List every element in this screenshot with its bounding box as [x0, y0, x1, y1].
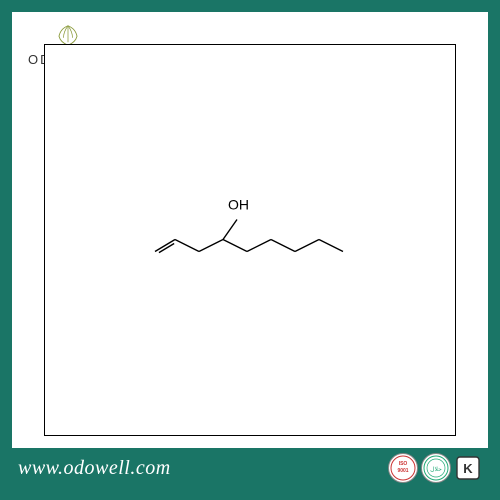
svg-text:9001: 9001	[397, 468, 408, 474]
iso-badge: ISO9001	[388, 453, 418, 483]
content-frame: OH	[44, 44, 456, 436]
svg-text:K: K	[463, 461, 473, 476]
website-url[interactable]: www.odowell.com	[18, 457, 171, 480]
hydroxyl-label: OH	[228, 197, 249, 213]
kosher-badge: K	[454, 454, 482, 482]
chemical-structure: OH	[150, 213, 350, 268]
svg-text:حلال: حلال	[430, 466, 442, 473]
certification-badges: ISO9001 حلال K	[388, 453, 482, 483]
svg-text:ISO: ISO	[399, 461, 408, 467]
footer-bar: www.odowell.com ISO9001 حلال K	[12, 448, 488, 488]
outer-border: ODOWELL 奥 都 维 尔 OH www.odowell.com ISO90…	[0, 0, 500, 500]
molecule-svg	[150, 213, 350, 263]
halal-badge: حلال	[421, 453, 451, 483]
